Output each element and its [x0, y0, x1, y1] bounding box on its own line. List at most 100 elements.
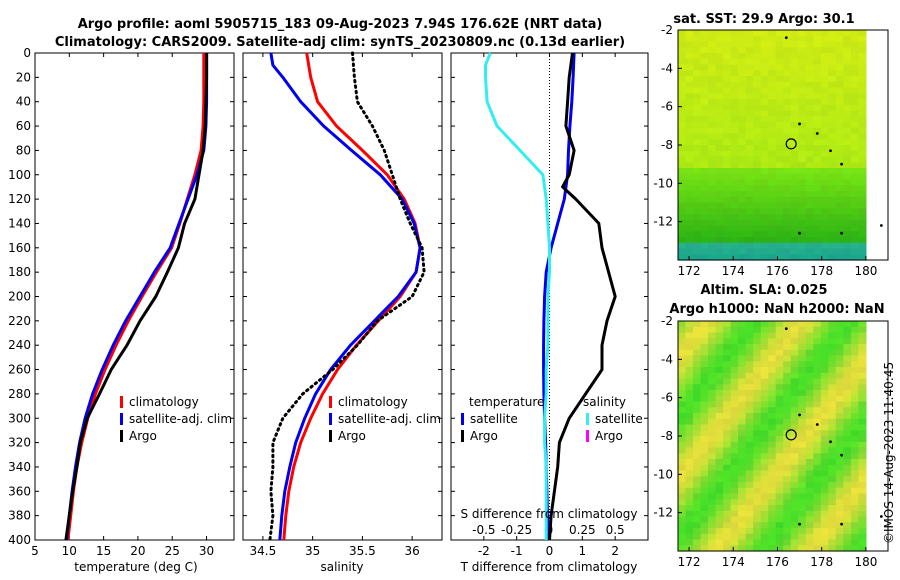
map-cell [708, 326, 717, 334]
map-cell [700, 30, 709, 37]
map-cell [858, 395, 867, 403]
map-cell [790, 231, 799, 238]
map-cell [843, 219, 852, 227]
map-cell [775, 70, 784, 77]
map-cell [700, 395, 709, 403]
map-cell [843, 447, 852, 454]
map-cell [820, 58, 829, 66]
island-dot [798, 122, 801, 126]
map-cell [723, 87, 732, 94]
map-cell [790, 413, 799, 420]
map-cell [813, 156, 822, 163]
map-cell [693, 390, 702, 397]
map-cell [850, 191, 859, 198]
map-cell [790, 344, 799, 351]
map-cell [708, 173, 717, 181]
map-cell [708, 47, 717, 54]
map-cell [738, 459, 747, 466]
map-cell [708, 156, 717, 163]
map-cell [843, 528, 852, 535]
map-cell [798, 242, 807, 250]
map-cell [700, 179, 709, 186]
map-cell [708, 539, 717, 546]
map-cell [738, 76, 747, 83]
map-cell [775, 453, 784, 460]
map-cell [828, 35, 837, 43]
map-cell [805, 202, 814, 209]
map-cell [805, 401, 814, 408]
map-cell [850, 214, 859, 221]
map-cell [708, 395, 717, 403]
map-cell [678, 225, 687, 232]
map-cell [843, 344, 852, 351]
map-cell [813, 104, 822, 112]
map-cell [843, 185, 852, 192]
map-cell [760, 208, 769, 215]
map-cell [708, 76, 717, 83]
map-cell [843, 99, 852, 106]
map-cell [685, 321, 694, 328]
map-cell [715, 441, 724, 449]
map-cell [730, 401, 739, 408]
map-cell [798, 81, 807, 89]
map-cell [820, 326, 829, 334]
map-cell [700, 390, 709, 397]
map-cell [730, 70, 739, 77]
map-cell [798, 372, 807, 380]
map-cell [708, 41, 717, 48]
map-cell [843, 47, 852, 54]
map-cell [745, 58, 754, 66]
map-cell [760, 70, 769, 77]
map-cell [790, 225, 799, 232]
map-cell [820, 459, 829, 466]
map-cell [783, 447, 792, 454]
map-cell [828, 344, 837, 351]
map-cell [820, 321, 829, 328]
map-cell [813, 384, 822, 391]
map-cell [843, 522, 852, 529]
map-cell [843, 493, 852, 500]
map-cell [783, 338, 792, 345]
map-cell [828, 110, 837, 117]
map-cell [693, 168, 702, 175]
map-cell [768, 390, 777, 397]
map-cell [798, 191, 807, 198]
map-cell [708, 464, 717, 472]
map-cell [798, 493, 807, 500]
map-cell [745, 401, 754, 408]
map-cell [745, 35, 754, 43]
map-cell [783, 355, 792, 362]
map-cell [798, 384, 807, 391]
map-cell [828, 237, 837, 244]
map-cell [730, 424, 739, 431]
map-cell [715, 390, 724, 397]
map-cell [813, 539, 822, 546]
map-cell [753, 231, 762, 238]
map-cell [813, 326, 822, 334]
map-cell [715, 505, 724, 512]
map-cell [693, 447, 702, 454]
map-cell [783, 349, 792, 357]
map-cell [835, 378, 844, 385]
map-cell [723, 436, 732, 443]
map-cell [693, 30, 702, 37]
map-cell [813, 464, 822, 472]
map-cell [723, 321, 732, 328]
map-cell [685, 522, 694, 529]
map-cell [730, 430, 739, 437]
diff-legend-title-temperature: temperature [469, 395, 544, 409]
map-cell [693, 344, 702, 351]
map-cell [828, 539, 837, 546]
map-cell [775, 516, 784, 523]
map-cell [753, 464, 762, 472]
map-cell [738, 179, 747, 186]
map-cell [693, 41, 702, 48]
map-cell [760, 447, 769, 454]
map-cell [685, 332, 694, 339]
map-cell [843, 168, 852, 175]
map-cell [850, 464, 859, 472]
map-cell [858, 99, 867, 106]
map-cell [783, 254, 792, 261]
map-cell [745, 47, 754, 54]
map-cell [850, 447, 859, 454]
